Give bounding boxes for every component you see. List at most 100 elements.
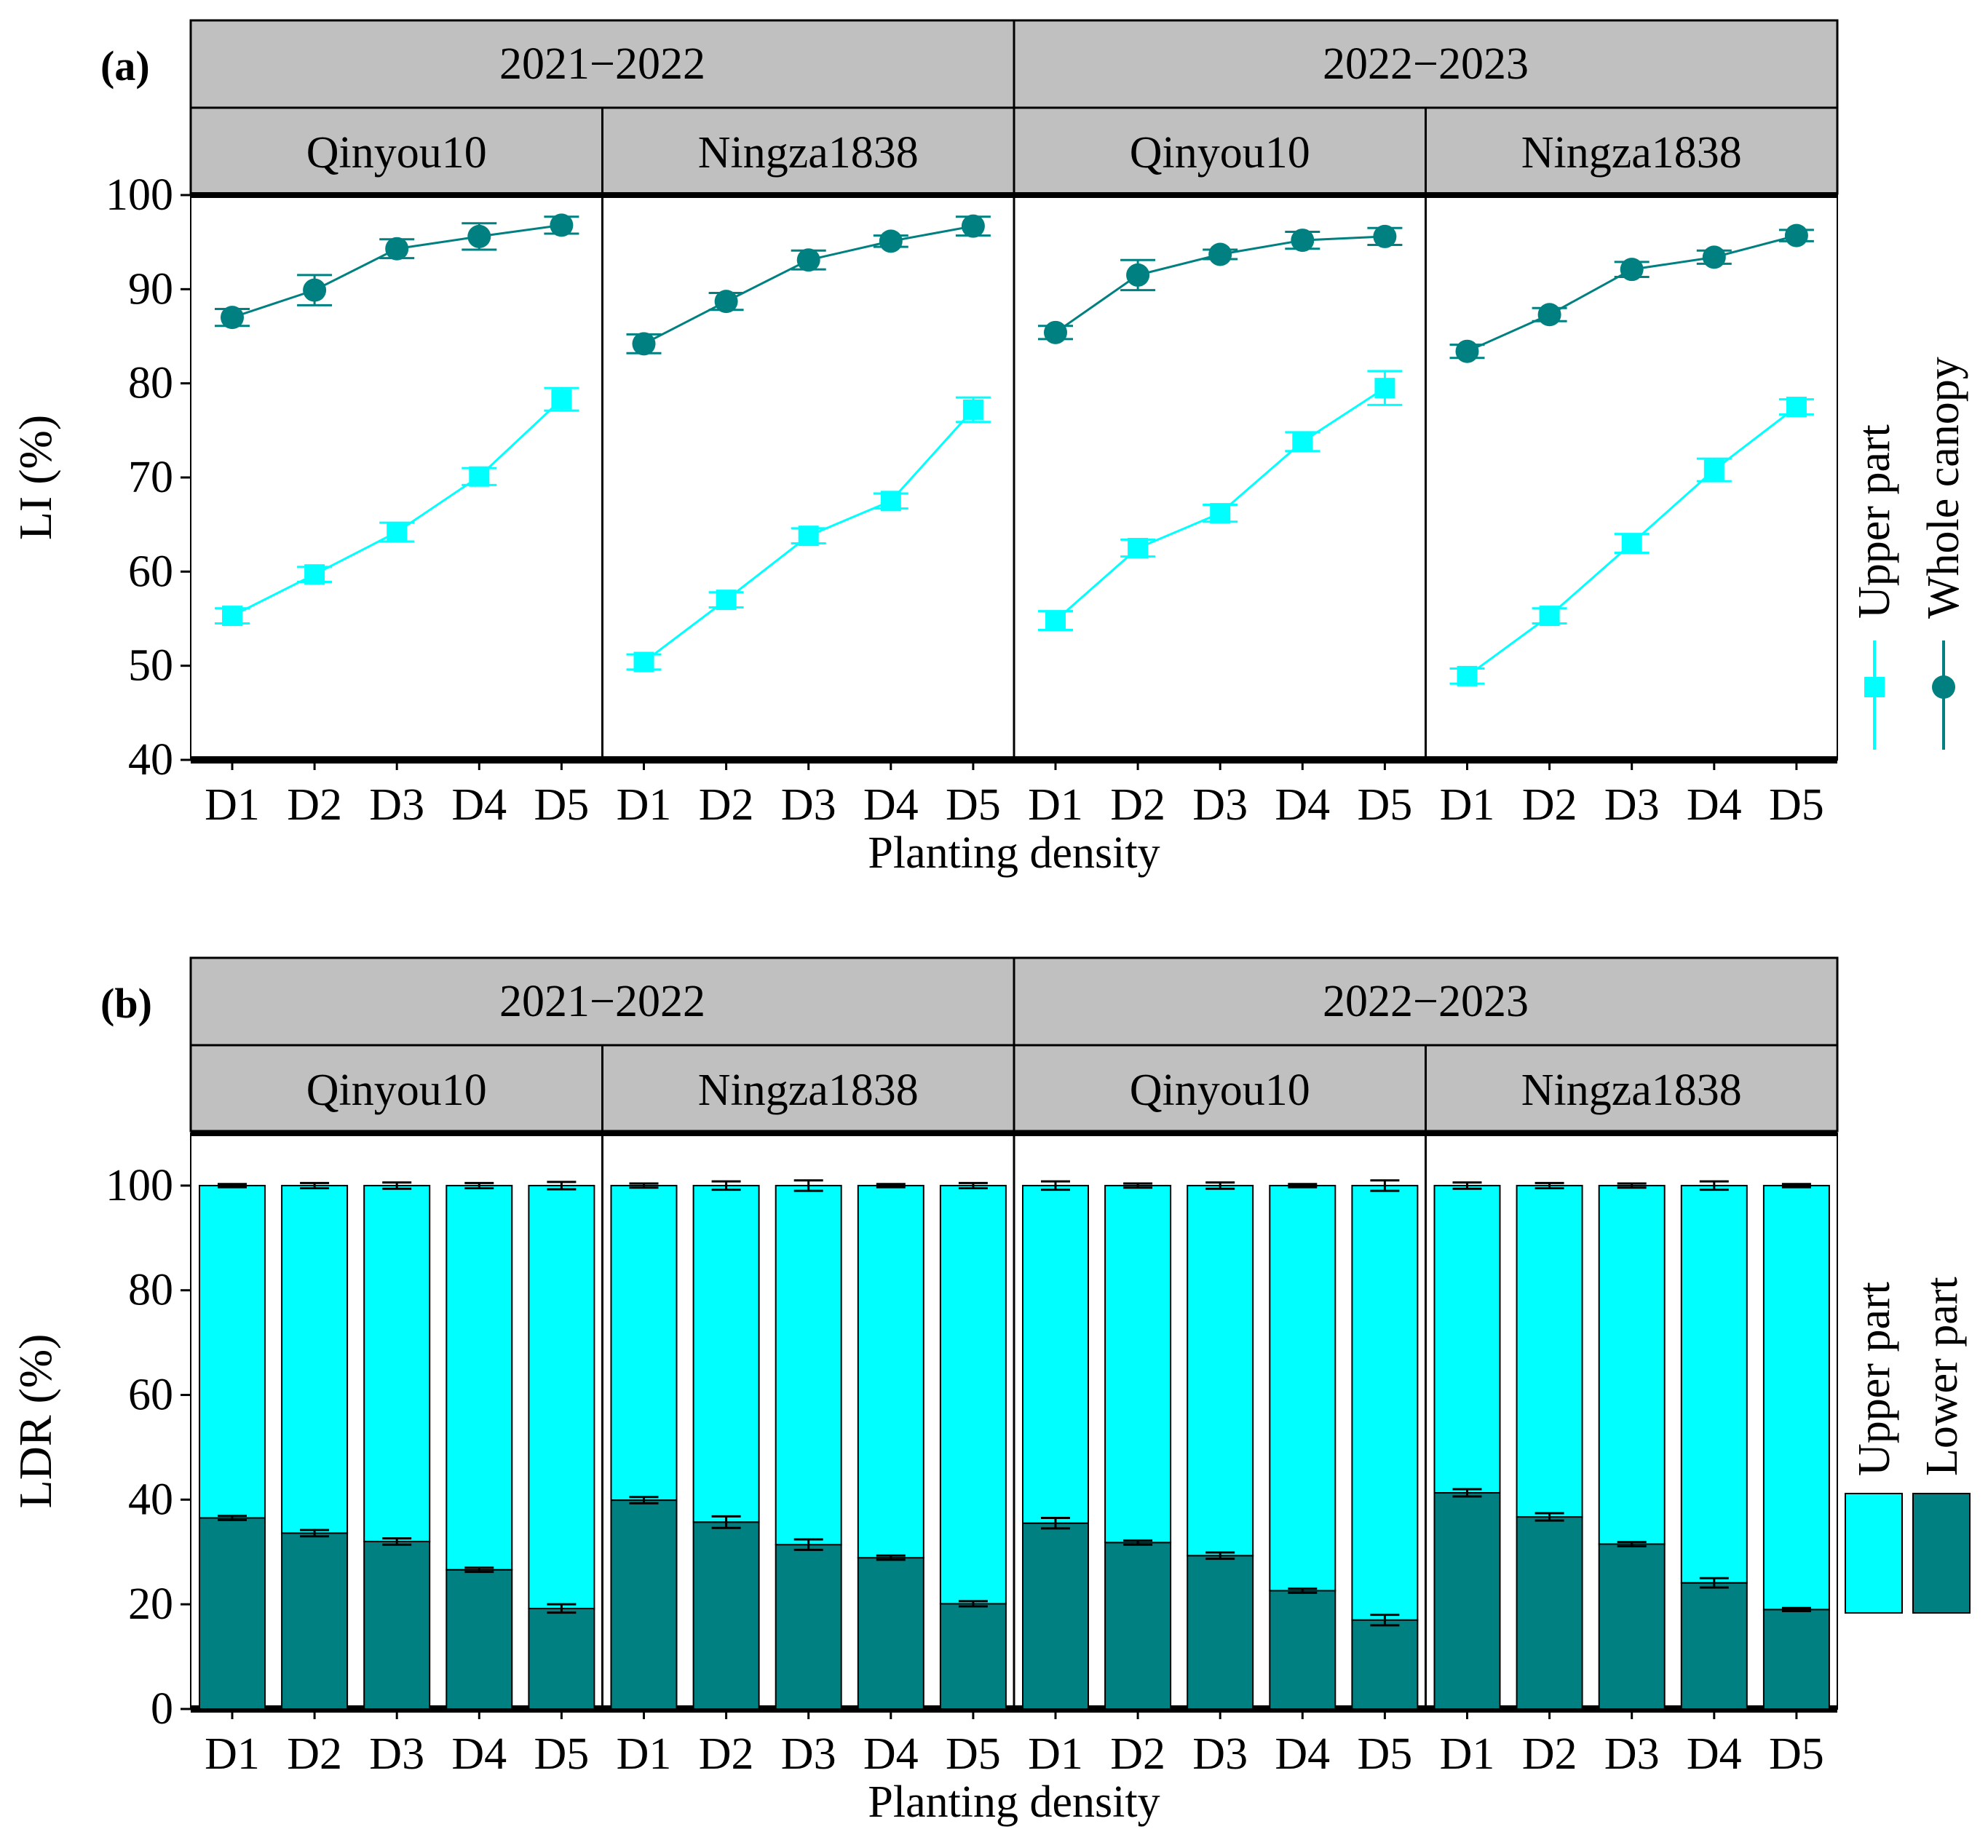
x-tick-label: D5 [946,780,1001,830]
data-point-whole [1455,339,1479,363]
x-tick-label: D3 [781,780,836,830]
y-tick-label: 20 [128,1579,173,1629]
bar-lower [1762,1609,1830,1710]
y-tick-label: 80 [128,1266,173,1315]
bar-lower [1269,1590,1336,1710]
bar-lower [775,1544,842,1710]
y-tick-label: 60 [128,1371,173,1420]
x-tick-label: D5 [1358,780,1413,830]
y-tick-label: 0 [151,1684,173,1734]
x-tick-label: D5 [534,1729,590,1779]
bar-lower [445,1569,513,1710]
data-point-whole [385,237,409,261]
bar-upper [363,1184,431,1542]
data-point-whole [467,224,491,248]
cultivar-strip [1013,1044,1427,1133]
cultivar-strip-label: Ningza1838 [698,128,919,178]
x-tick-label: D2 [1522,780,1577,830]
cultivar-strip-label: Ningza1838 [1521,1066,1742,1115]
x-tick-label: D4 [1687,780,1742,830]
y-axis-label: LI (%) [9,415,61,540]
cultivar-strip-label: Qinyou10 [306,1066,487,1115]
data-point-upper [1210,503,1231,524]
bar-upper [1104,1184,1172,1544]
bar-upper [199,1184,266,1519]
bar-upper [1187,1184,1254,1557]
data-point-whole [796,248,820,272]
series-line-whole [643,225,974,345]
bar-upper [528,1184,595,1609]
data-point-upper [1128,538,1149,558]
legend-label: Upper part [1850,1282,1899,1476]
data-point-upper [880,491,901,512]
x-tick-label: D4 [1275,1729,1330,1779]
bar-upper [1516,1184,1583,1518]
x-tick-label: D2 [287,1729,342,1779]
cultivar-strip-label: Qinyou10 [1130,1066,1310,1115]
x-tick-label: D5 [1358,1729,1413,1779]
bar-lower [199,1517,266,1710]
cultivar-strip [189,106,603,195]
bar-upper [1269,1184,1336,1592]
x-tick-label: D1 [1028,780,1083,830]
bar-lower [1022,1522,1089,1710]
cultivar-strip [601,106,1015,195]
year-strip [1013,19,1839,109]
bar-lower [1680,1582,1748,1710]
data-point-upper [304,564,325,585]
bar-lower [939,1603,1007,1710]
bar-upper [1022,1184,1089,1524]
data-point-upper [551,389,572,410]
cultivar-strip [1425,106,1839,195]
y-tick-label: 100 [106,1161,173,1210]
data-point-whole [303,278,327,302]
bar-lower [528,1607,595,1710]
data-point-whole [1373,224,1397,248]
bar-lower [857,1557,924,1710]
bar-lower [1351,1619,1419,1710]
data-point-whole [961,214,985,238]
x-tick-label: D1 [205,780,260,830]
y-tick-label: 60 [128,547,173,596]
data-point-upper [1374,378,1395,399]
bar-upper [1433,1184,1501,1494]
cultivar-strip-label: Ningza1838 [1521,128,1742,178]
data-point-upper [716,590,737,611]
bar-upper [1351,1184,1419,1621]
x-tick-label: D2 [287,780,342,830]
bar-lower [1187,1555,1254,1710]
data-point-upper [1786,397,1807,417]
x-tick-label: D4 [863,1729,919,1779]
cultivar-strip-label: Qinyou10 [1130,128,1310,178]
x-tick-label: D1 [1028,1729,1083,1779]
bar-upper [939,1184,1007,1605]
x-tick-label: D3 [1604,1729,1660,1779]
y-axis-label: LDR (%) [9,1334,61,1509]
bar-lower [692,1521,760,1710]
year-strip-label: 2022−2023 [1323,39,1529,89]
data-point-upper [798,526,819,547]
legend-label: Lower part [1917,1277,1967,1476]
cultivar-strip-label: Qinyou10 [306,128,487,178]
bar-lower [1433,1492,1501,1710]
y-tick-label: 80 [128,359,173,408]
data-point-whole [1208,242,1232,266]
x-tick-label: D5 [534,780,590,830]
data-point-whole [1126,263,1150,287]
legend-label: Whole canopy [1919,357,1968,619]
data-point-upper [1621,533,1642,554]
data-point-whole [632,332,656,356]
y-tick-label: 40 [128,1475,173,1524]
y-tick-label: 90 [128,264,173,314]
panel-b: 2021−2022 2022−2023 Qinyou10 Ningza1838 Qiny… [9,956,1971,1827]
data-point-upper [469,466,490,487]
data-point-whole [550,213,574,237]
bar-upper [1680,1184,1748,1584]
bar-upper [1762,1184,1830,1611]
legend-key-box [1912,1493,1971,1614]
bar-upper [775,1184,842,1546]
data-point-whole [1702,245,1726,269]
x-tick-label: D4 [451,1729,507,1779]
data-point-whole [1291,229,1315,253]
y-tick-label: 40 [128,735,173,785]
